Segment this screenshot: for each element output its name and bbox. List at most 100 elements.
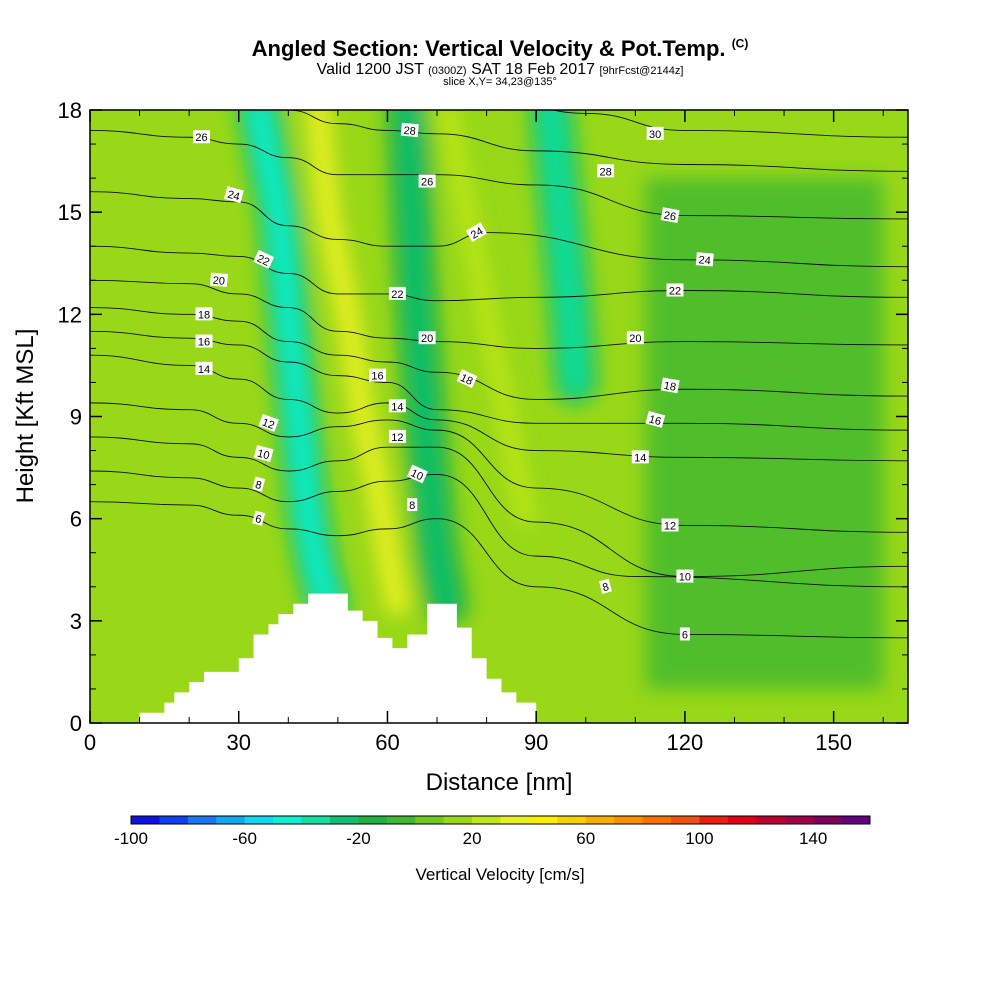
colorbar-swatch — [528, 816, 558, 824]
contour-label-text: 14 — [198, 364, 210, 376]
contour-label-text: 22 — [255, 253, 271, 269]
contour-label-14: 14 — [631, 450, 649, 464]
y-tick-label: 18 — [58, 98, 82, 123]
contour-label-text: 22 — [669, 285, 681, 297]
x-tick-label: 120 — [667, 730, 704, 755]
colorbar-swatch — [699, 816, 729, 824]
y-axis: 0 3 6 9 12 15 18 — [58, 98, 908, 736]
isentrope-28 — [278, 110, 908, 172]
colorbar-tick-label: 20 — [463, 829, 482, 848]
contour-label-text: 18 — [198, 309, 210, 321]
contour-label-20: 20 — [209, 272, 228, 288]
contour-label-text: 8 — [409, 500, 415, 512]
contour-label-22: 22 — [388, 286, 406, 301]
colorbar-swatch — [159, 816, 189, 824]
contour-label-28: 28 — [597, 164, 615, 178]
velocity-core-updraft-west — [307, 110, 409, 615]
contour-label-30: 30 — [646, 126, 664, 141]
colorbar-swatch — [329, 816, 359, 824]
y-tick-label: 15 — [58, 200, 82, 225]
contour-label-18: 18 — [195, 307, 213, 321]
isentrope-16 — [90, 330, 908, 431]
contour-label-text: 6 — [254, 513, 263, 526]
contour-label-24: 24 — [465, 222, 488, 243]
contour-label-text: 20 — [629, 333, 641, 345]
contour-label-12: 12 — [258, 413, 279, 432]
colorbar-swatch — [813, 816, 843, 824]
velocity-region-sink-plateau-east — [645, 178, 884, 689]
contour-label-text: 28 — [599, 166, 611, 178]
colorbar-swatch — [131, 816, 160, 824]
colorbar-swatch — [301, 816, 331, 824]
contour-label-text: 30 — [649, 129, 661, 141]
x-tick-label: 150 — [815, 730, 852, 755]
contour-label-20: 20 — [418, 331, 436, 345]
colorbar-swatch — [443, 816, 473, 824]
contour-label-8: 8 — [252, 476, 266, 492]
contour-label-10: 10 — [676, 569, 694, 584]
contour-label-22: 22 — [666, 283, 684, 297]
contour-label-text: 10 — [679, 572, 691, 584]
colorbar-tick-label: 140 — [799, 829, 827, 848]
slice-info: slice X,Y= 34,23@135° — [443, 76, 557, 88]
contour-label-text: 26 — [195, 132, 207, 144]
contour-label-text: 16 — [647, 413, 662, 428]
chart-title: Angled Section: Vertical Velocity & Pot.… — [251, 36, 749, 61]
y-tick-label: 6 — [70, 507, 82, 532]
x-tick-label: 30 — [226, 730, 250, 755]
x-axis: 0 30 60 90 120 150 — [84, 110, 884, 755]
colorbar-swatch — [841, 816, 871, 824]
contour-label-20: 20 — [626, 331, 644, 345]
x-axis-label: Distance [nm] — [426, 769, 573, 796]
x-tick-label: 60 — [375, 730, 399, 755]
contour-labels: 26 24 22 20 18 16 14 12 10 8 6 28 26 24 22 20 18 16 14 12 10… — [193, 122, 714, 641]
y-axis-label: Height [Kft MSL] — [12, 329, 39, 504]
y-tick-label: 0 — [70, 711, 82, 736]
colorbar-swatch — [244, 816, 274, 824]
isentrope-20 — [90, 279, 908, 349]
contour-label-14: 14 — [195, 361, 213, 376]
colorbar-swatch — [557, 816, 587, 824]
contour-label-text: 8 — [254, 479, 263, 492]
contour-label-26: 26 — [193, 130, 211, 144]
contour-label-text: 26 — [421, 177, 433, 189]
y-tick-label: 9 — [70, 405, 82, 430]
colorbar-swatch — [358, 816, 388, 824]
contour-label-text: 20 — [212, 275, 225, 288]
contour-label-text: 10 — [256, 448, 271, 463]
contour-label-28: 28 — [400, 122, 419, 138]
y-tick-label: 3 — [70, 609, 82, 634]
contour-label-text: 24 — [226, 189, 241, 204]
contour-label-text: 8 — [601, 581, 610, 594]
contour-label-10: 10 — [253, 444, 274, 463]
contour-label-text: 24 — [469, 225, 486, 242]
contour-label-16: 16 — [195, 334, 213, 349]
contour-label-24: 24 — [224, 186, 244, 204]
colorbar-swatch — [614, 816, 644, 824]
colorbar-swatch — [784, 816, 814, 824]
y-tick-label: 12 — [58, 302, 82, 327]
contour-label-10: 10 — [406, 464, 428, 484]
contour-label-text: 14 — [391, 401, 403, 413]
contour-label-14: 14 — [388, 399, 406, 413]
isentrope-8 — [90, 470, 908, 588]
colorbar: -100 -60 -20 20 60 100 140 — [114, 815, 871, 848]
colorbar-swatch — [585, 816, 615, 824]
contour-label-22: 22 — [253, 249, 275, 269]
chart-subtitle: Valid 1200 JST (0300Z) SAT 18 Feb 2017 [… — [316, 61, 684, 78]
contour-label-6: 6 — [679, 627, 690, 641]
isentrope-30 — [551, 110, 908, 138]
isentrope-24 — [90, 191, 908, 268]
contour-label-text: 6 — [682, 629, 688, 641]
colorbar-swatch — [273, 816, 303, 824]
contour-label-text: 18 — [458, 372, 474, 388]
contour-label-text: 16 — [371, 371, 383, 383]
contour-label-text: 16 — [198, 337, 210, 349]
contour-label-12: 12 — [661, 518, 679, 532]
contour-label-text: 24 — [698, 254, 711, 267]
contour-label-8: 8 — [407, 498, 418, 512]
colorbar-swatch — [727, 816, 757, 824]
colorbar-swatch — [415, 816, 445, 824]
velocity-core-updraft-central — [438, 110, 535, 527]
contour-label-24: 24 — [695, 252, 714, 267]
